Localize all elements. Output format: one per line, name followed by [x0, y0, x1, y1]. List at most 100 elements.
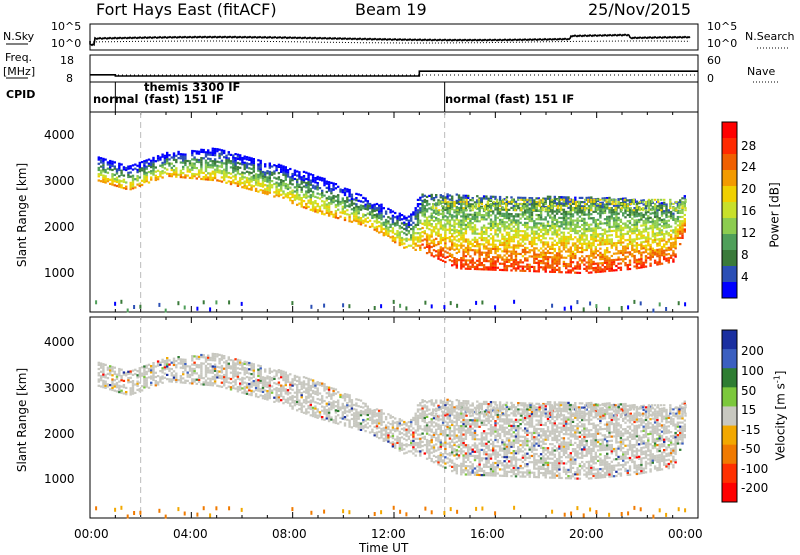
velocity-cell: [107, 369, 109, 371]
power-cell: [241, 302, 243, 306]
power-cell: [490, 209, 492, 211]
power-cell: [415, 211, 417, 213]
power-cell: [613, 211, 615, 213]
power-cell: [246, 162, 248, 164]
power-cell: [431, 304, 433, 308]
power-cell: [328, 212, 330, 214]
power-cell: [475, 205, 477, 207]
power-cell: [241, 163, 243, 165]
power-cell: [624, 205, 626, 207]
power-cell: [132, 179, 134, 181]
power-cell: [98, 179, 100, 181]
power-cell: [592, 250, 594, 252]
power-cell: [556, 219, 558, 221]
power-cell: [640, 262, 642, 264]
power-cell: [465, 226, 467, 228]
power-cell: [305, 207, 307, 209]
power-cell: [271, 180, 273, 182]
power-cell: [177, 301, 179, 305]
power-cell: [431, 254, 433, 256]
power-cell: [241, 174, 243, 176]
power-cell: [645, 238, 647, 240]
power-cell: [636, 236, 638, 238]
power-cell: [469, 228, 471, 230]
power-cell: [130, 182, 132, 184]
power-cell: [294, 178, 296, 180]
power-cell: [433, 255, 435, 257]
velocity-cell: [260, 376, 262, 378]
power-cell: [328, 206, 330, 208]
velocity-cell: [223, 357, 225, 359]
velocity-cell: [209, 372, 211, 374]
power-cell: [588, 263, 590, 265]
power-cell: [574, 228, 576, 230]
power-cell: [542, 237, 544, 239]
power-cell: [645, 209, 647, 211]
power-cell: [456, 264, 458, 266]
power-cell: [611, 215, 613, 217]
power-cell: [615, 213, 617, 215]
power-cell: [590, 213, 592, 215]
power-cell: [323, 207, 325, 209]
power-cell: [492, 196, 494, 198]
power-cell: [538, 254, 540, 256]
power-cell: [547, 225, 549, 227]
power-cell: [310, 203, 312, 205]
power-cell: [654, 216, 656, 218]
power-cell: [246, 167, 248, 169]
power-cell: [487, 209, 489, 211]
power-cell: [492, 258, 494, 260]
power-cell: [152, 171, 154, 173]
velocity-cell: [139, 373, 141, 375]
power-cell: [545, 209, 547, 211]
power-cell: [545, 237, 547, 239]
power-cell: [321, 196, 323, 198]
power-cell: [440, 227, 442, 229]
power-cell: [643, 264, 645, 266]
power-cell: [125, 181, 127, 183]
power-cell: [148, 165, 150, 167]
power-cell: [301, 183, 303, 185]
velocity-cell: [248, 379, 250, 381]
power-cell: [102, 181, 104, 183]
power-cell: [374, 306, 376, 310]
velocity-cell: [143, 384, 145, 386]
power-cell: [661, 231, 663, 233]
velocity-cell: [114, 390, 116, 392]
power-cell: [656, 253, 658, 255]
velocity-cell: [136, 381, 138, 383]
power-cell: [629, 243, 631, 245]
power-cell: [264, 172, 266, 174]
power-cell: [599, 210, 601, 212]
power-cell: [514, 203, 516, 205]
power-cell: [517, 224, 519, 226]
power-cell: [412, 243, 414, 245]
power-cell: [533, 268, 535, 270]
power-cell: [191, 167, 193, 169]
power-cell: [260, 168, 262, 170]
power-cell: [446, 197, 448, 199]
power-cell: [645, 251, 647, 253]
power-cell: [203, 178, 205, 180]
power-cell: [645, 220, 647, 222]
velocity-cell: [234, 379, 236, 381]
power-cell: [517, 240, 519, 242]
power-cell: [649, 254, 651, 256]
power-cell: [542, 258, 544, 260]
velocity-cell: [123, 380, 125, 382]
velocity-cell: [109, 365, 111, 367]
velocity-cell: [155, 382, 157, 384]
power-cell: [469, 249, 471, 251]
power-cell: [524, 236, 526, 238]
power-cell: [303, 175, 305, 177]
power-cell: [360, 207, 362, 209]
power-cell: [280, 181, 282, 183]
power-cell: [519, 243, 521, 245]
power-cell: [590, 238, 592, 240]
power-cell: [631, 232, 633, 234]
power-cell: [472, 207, 474, 209]
power-cell: [456, 219, 458, 221]
power-cell: [269, 190, 271, 192]
velocity-cell: [116, 376, 118, 378]
power-cell: [296, 193, 298, 195]
